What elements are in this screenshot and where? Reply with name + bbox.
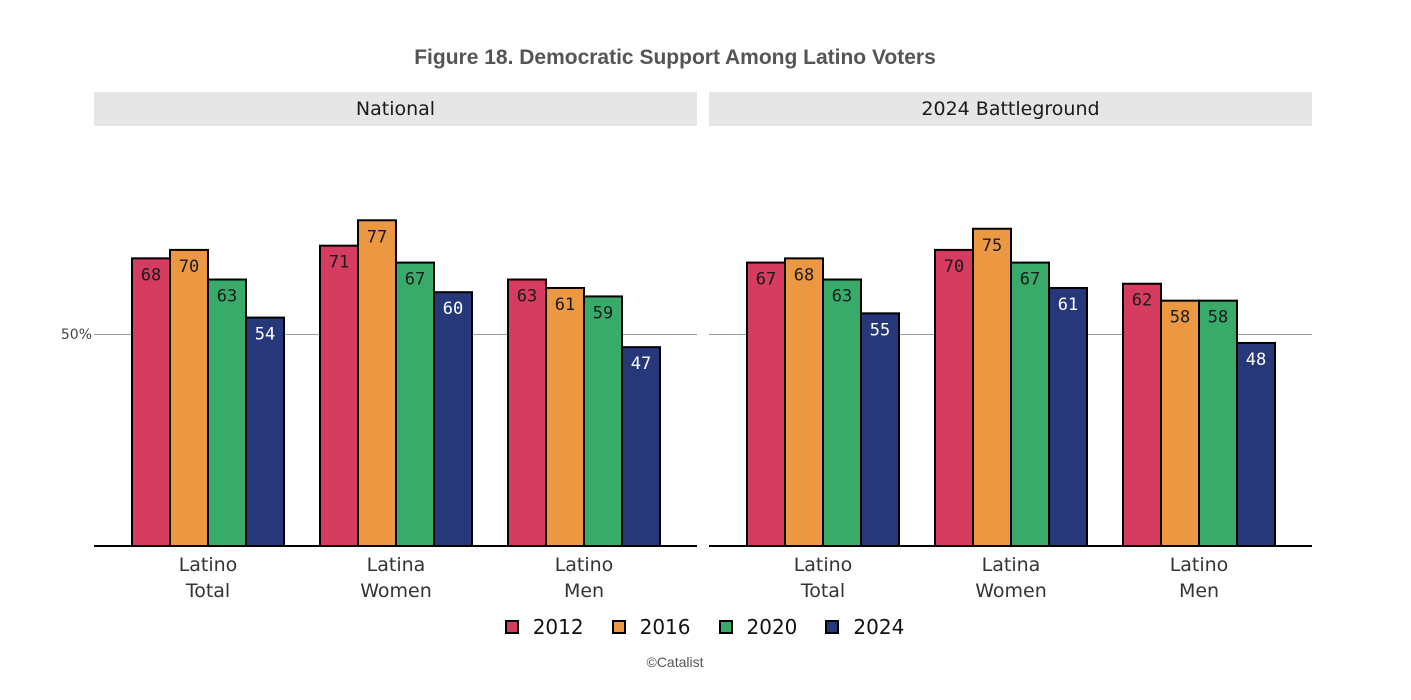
bar-2016	[169, 248, 209, 547]
bar-2016	[1160, 299, 1200, 547]
credit: ©Catalist	[646, 654, 704, 670]
data-label: 58	[1208, 308, 1228, 328]
bar-2024	[433, 291, 473, 547]
category-label: Women	[975, 580, 1047, 602]
category-label: Latino	[1170, 554, 1229, 576]
legend-swatch	[718, 620, 733, 634]
panel-strip-battleground: 2024 Battleground	[709, 92, 1312, 126]
category-label: Latino	[794, 554, 853, 576]
data-label: 71	[329, 253, 349, 273]
legend-swatch	[825, 620, 840, 634]
bar-2020	[1010, 261, 1050, 547]
legend-swatch	[611, 620, 626, 634]
data-label: 63	[217, 287, 237, 307]
legend-item-2016: 2016	[611, 615, 691, 639]
bar-2020	[395, 261, 435, 547]
bar-2012	[131, 257, 171, 548]
data-label: 77	[367, 227, 387, 247]
data-label: 68	[794, 265, 814, 285]
legend: 2012 2016 2020 2024	[0, 615, 1411, 639]
bar-2024	[245, 316, 285, 547]
panel-strip-national: National	[94, 92, 697, 126]
data-label: 70	[179, 257, 199, 277]
panel-battleground: 2024 Battleground 67 68 63 55 Latino Total 70 7…	[709, 92, 1312, 612]
data-label: 67	[405, 270, 425, 290]
legend-label: 2020	[746, 615, 798, 639]
category-label: Total	[800, 580, 845, 602]
bar-2016	[357, 219, 397, 547]
bar-2016	[784, 257, 824, 548]
y-tick-label: 50%	[60, 327, 92, 343]
data-label: 54	[255, 325, 275, 345]
data-label: 67	[756, 270, 776, 290]
bar-2012	[507, 278, 547, 547]
bar-2020	[583, 295, 623, 547]
category-label: Latina	[367, 554, 426, 576]
data-label: 68	[141, 265, 161, 285]
category-label: Total	[185, 580, 230, 602]
legend-label: 2012	[532, 615, 584, 639]
data-label: 60	[443, 299, 463, 319]
category-label: Latino	[179, 554, 238, 576]
bar-2020	[207, 278, 247, 547]
bar-2012	[746, 261, 786, 547]
legend-item-2020: 2020	[718, 615, 798, 639]
bar-2024	[1236, 341, 1276, 547]
data-label: 59	[593, 303, 613, 323]
bar-2024	[860, 312, 900, 547]
data-label: 47	[631, 354, 651, 374]
data-label: 70	[944, 257, 964, 277]
legend-label: 2024	[853, 615, 905, 639]
category-label: Men	[564, 580, 604, 602]
category-label: Latina	[982, 554, 1041, 576]
panel-national: National 68 70 63 54 Latino Total 71 77 67 60 Lati…	[94, 92, 697, 612]
legend-swatch	[504, 620, 519, 634]
data-label: 55	[870, 320, 890, 340]
bar-2016	[545, 286, 585, 547]
legend-label: 2016	[639, 615, 691, 639]
data-label: 63	[832, 287, 852, 307]
category-label: Latino	[555, 554, 614, 576]
bar-2020	[1198, 299, 1238, 547]
data-label: 62	[1132, 291, 1152, 311]
legend-item-2024: 2024	[825, 615, 904, 639]
data-label: 61	[1058, 295, 1078, 315]
data-label: 58	[1170, 308, 1190, 328]
bar-2016	[972, 227, 1012, 547]
bar-2020	[822, 278, 862, 547]
bar-2012	[934, 248, 974, 547]
panel-battleground-plot: 67 68 63 55 Latino Total 70 75 67 61 Latina Women 62…	[709, 227, 1312, 602]
data-label: 63	[517, 287, 537, 307]
legend-item-2012: 2012	[504, 615, 584, 639]
data-label: 48	[1246, 350, 1266, 370]
panel-national-plot: 68 70 63 54 Latino Total 71 77 67 60 Latina Women 63…	[94, 219, 697, 602]
bar-2012	[1122, 282, 1162, 548]
data-label: 67	[1020, 270, 1040, 290]
data-label: 75	[982, 236, 1002, 256]
bar-2024	[1048, 286, 1088, 547]
bar-2024	[621, 346, 661, 547]
data-label: 61	[555, 295, 575, 315]
bar-2012	[319, 244, 359, 547]
category-label: Women	[360, 580, 432, 602]
chart-title: Figure 18. Democratic Support Among Lati…	[414, 46, 936, 69]
category-label: Men	[1179, 580, 1219, 602]
